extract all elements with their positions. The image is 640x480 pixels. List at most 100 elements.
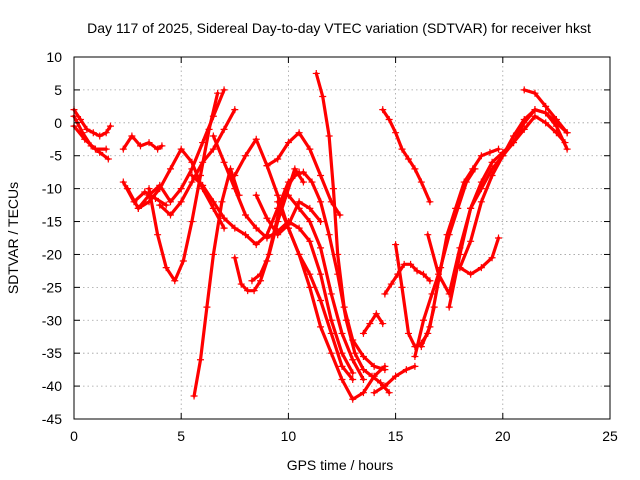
data-point-marker	[188, 171, 196, 179]
data-point-marker	[317, 171, 325, 179]
data-point-marker	[443, 231, 451, 239]
data-point-marker	[334, 250, 342, 258]
data-point-marker	[306, 145, 314, 153]
data-point-marker	[244, 287, 252, 295]
data-point-marker	[495, 145, 503, 153]
data-point-marker	[349, 336, 357, 344]
data-point-marker	[499, 152, 507, 160]
data-point-marker	[295, 250, 303, 258]
data-point-marker	[220, 158, 228, 166]
y-tick-label: -35	[42, 345, 62, 361]
data-point-marker	[104, 155, 112, 163]
data-point-marker	[252, 191, 260, 199]
data-point-marker	[252, 241, 260, 249]
data-point-marker	[263, 234, 271, 242]
data-point-marker	[359, 376, 367, 384]
data-point-marker	[317, 297, 325, 305]
data-point-marker	[156, 185, 164, 193]
data-point-marker	[411, 165, 419, 173]
data-point-marker	[467, 237, 475, 245]
data-point-marker	[426, 198, 434, 206]
data-point-marker	[563, 129, 571, 137]
data-point-marker	[263, 162, 271, 170]
data-point-marker	[495, 234, 503, 242]
data-point-marker	[89, 129, 97, 137]
data-point-marker	[231, 106, 239, 114]
x-tick-label: 25	[602, 428, 618, 444]
series-arc-19	[286, 193, 365, 382]
series-arc-16	[265, 131, 342, 217]
data-point-marker	[317, 244, 325, 252]
data-point-marker	[542, 102, 550, 110]
data-point-marker	[199, 158, 207, 166]
data-point-marker	[242, 231, 250, 239]
data-point-marker	[417, 178, 425, 186]
data-point-marker	[220, 125, 228, 133]
data-point-marker	[81, 135, 89, 143]
data-point-marker	[531, 89, 539, 97]
data-point-marker	[231, 171, 239, 179]
data-point-marker	[477, 264, 485, 272]
y-tick-label: -20	[42, 246, 62, 262]
data-point-marker	[248, 277, 256, 285]
data-point-marker	[119, 145, 127, 153]
y-tick-label: 0	[54, 115, 62, 131]
data-point-marker	[359, 352, 367, 360]
data-point-marker	[469, 165, 477, 173]
data-point-marker	[477, 152, 485, 160]
data-point-marker	[306, 270, 314, 278]
data-point-marker	[379, 106, 387, 114]
data-point-marker	[317, 198, 325, 206]
data-point-marker	[306, 204, 314, 212]
data-point-marker	[460, 178, 468, 186]
data-point-marker	[520, 86, 528, 94]
data-point-marker	[162, 201, 170, 209]
data-point-marker	[156, 201, 164, 209]
data-point-marker	[209, 204, 217, 212]
data-point-marker	[145, 198, 153, 206]
data-point-marker	[154, 231, 162, 239]
data-point-marker	[368, 372, 376, 380]
data-point-marker	[284, 191, 292, 199]
data-point-marker	[404, 329, 412, 337]
y-tick-label: -5	[50, 148, 63, 164]
data-point-marker	[520, 116, 528, 124]
data-point-marker	[96, 132, 104, 140]
y-tick-label: -10	[42, 181, 62, 197]
data-point-marker	[488, 171, 496, 179]
data-point-marker	[231, 224, 239, 232]
data-point-marker	[257, 270, 265, 278]
plot-frame	[73, 56, 611, 420]
x-tick-label: 20	[495, 428, 511, 444]
x-tick-label: 15	[388, 428, 404, 444]
data-point-marker	[381, 366, 389, 374]
data-point-marker	[419, 316, 427, 324]
data-point-marker	[295, 198, 303, 206]
data-point-marker	[158, 142, 166, 150]
series-arc-21	[361, 312, 385, 335]
chart-title: Day 117 of 2025, Sidereal Day-to-day VTE…	[87, 20, 591, 36]
data-point-marker	[177, 145, 185, 153]
data-point-marker	[392, 241, 400, 249]
data-point-marker	[203, 303, 211, 311]
data-point-marker	[274, 231, 282, 239]
data-point-marker	[231, 254, 239, 262]
series-arc-23	[381, 108, 432, 204]
data-point-marker	[370, 389, 378, 397]
data-point-marker	[385, 116, 393, 124]
data-point-marker	[413, 267, 421, 275]
data-point-marker	[398, 145, 406, 153]
y-tick-label: 10	[46, 49, 62, 65]
data-point-marker	[338, 329, 346, 337]
data-point-marker	[349, 395, 357, 403]
data-point-marker	[171, 277, 179, 285]
data-point-marker	[141, 188, 149, 196]
data-point-marker	[274, 191, 282, 199]
data-point-marker	[349, 369, 357, 377]
data-point-marker	[407, 260, 415, 268]
data-point-marker	[177, 198, 185, 206]
data-point-marker	[317, 218, 325, 226]
data-point-marker	[456, 250, 464, 258]
data-point-marker	[91, 145, 99, 153]
